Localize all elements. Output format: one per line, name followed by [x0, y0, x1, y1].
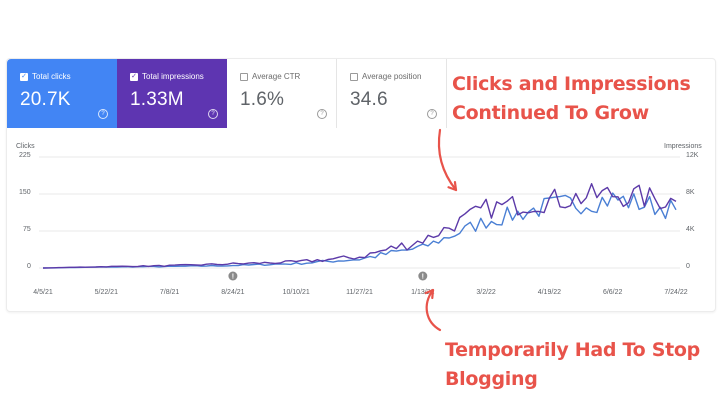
help-icon[interactable]: ? — [427, 109, 437, 119]
left-tick-label: 225 — [19, 152, 31, 159]
average-position-card[interactable]: Average position 34.6 ? — [337, 59, 447, 128]
x-tick-label: 4/5/21 — [33, 289, 53, 296]
annotation-grow-line1: Clicks and Impressions — [452, 73, 691, 95]
average-position-label: Average position — [362, 72, 422, 81]
x-tick-label: 6/6/22 — [602, 289, 623, 296]
total-clicks-label-row: ✓ Total clicks — [20, 72, 117, 81]
average-ctr-label: Average CTR — [252, 72, 301, 81]
annotation-stop: Temporarily Had To Stop Blogging — [445, 336, 700, 394]
checkbox-checked-icon[interactable]: ✓ — [130, 72, 138, 81]
total-impressions-label-row: ✓ Total impressions — [130, 72, 227, 81]
help-icon[interactable]: ? — [208, 109, 218, 119]
average-ctr-card[interactable]: Average CTR 1.6% ? — [227, 59, 337, 128]
right-axis-title: Impressions — [664, 143, 702, 150]
x-tick-label: 4/19/22 — [537, 289, 562, 296]
left-tick-label: 150 — [19, 189, 31, 196]
total-clicks-value: 20.7K — [20, 89, 71, 110]
x-tick-label: 8/24/21 — [221, 289, 245, 296]
x-tick-label: 10/10/21 — [282, 289, 310, 296]
left-axis-title: Clicks — [16, 143, 35, 150]
x-tick-label: 7/8/21 — [159, 289, 180, 296]
annotation-grow: Clicks and Impressions Continued To Grow — [452, 70, 691, 128]
left-tick-label: 75 — [23, 226, 31, 233]
metric-cards: ✓ Total clicks 20.7K ? ✓ Total impressio… — [7, 59, 447, 128]
x-tick-label: 11/27/21 — [346, 289, 373, 296]
average-ctr-value: 1.6% — [240, 89, 285, 110]
total-impressions-label: Total impressions — [142, 72, 204, 81]
checkbox-unchecked-icon[interactable] — [350, 72, 358, 81]
annotation-stop-line1: Temporarily Had To Stop — [445, 339, 700, 361]
total-impressions-card[interactable]: ✓ Total impressions 1.33M ? — [117, 59, 227, 128]
help-icon[interactable]: ? — [317, 109, 327, 119]
left-tick-label: 0 — [27, 263, 31, 270]
right-tick-label: 8K — [686, 189, 695, 196]
checkbox-checked-icon[interactable]: ✓ — [20, 72, 28, 81]
average-position-value: 34.6 — [350, 89, 388, 110]
annotation-grow-line2: Continued To Grow — [452, 102, 649, 124]
right-tick-label: 0 — [686, 263, 690, 270]
x-tick-label: 5/22/21 — [94, 289, 118, 296]
right-tick-label: 12K — [686, 152, 699, 159]
x-tick-label: 7/24/22 — [664, 289, 688, 296]
x-tick-label: 1/13/22 — [411, 289, 435, 296]
x-tick-label: 3/2/22 — [476, 289, 496, 296]
total-impressions-value: 1.33M — [130, 89, 184, 110]
total-clicks-label: Total clicks — [32, 72, 71, 81]
checkbox-unchecked-icon[interactable] — [240, 72, 248, 81]
average-position-label-row: Average position — [350, 72, 446, 81]
average-ctr-label-row: Average CTR — [240, 72, 336, 81]
annotation-stop-line2: Blogging — [445, 368, 538, 390]
total-clicks-card[interactable]: ✓ Total clicks 20.7K ? — [7, 59, 117, 128]
help-icon[interactable]: ? — [98, 109, 108, 119]
right-tick-label: 4K — [686, 226, 695, 233]
